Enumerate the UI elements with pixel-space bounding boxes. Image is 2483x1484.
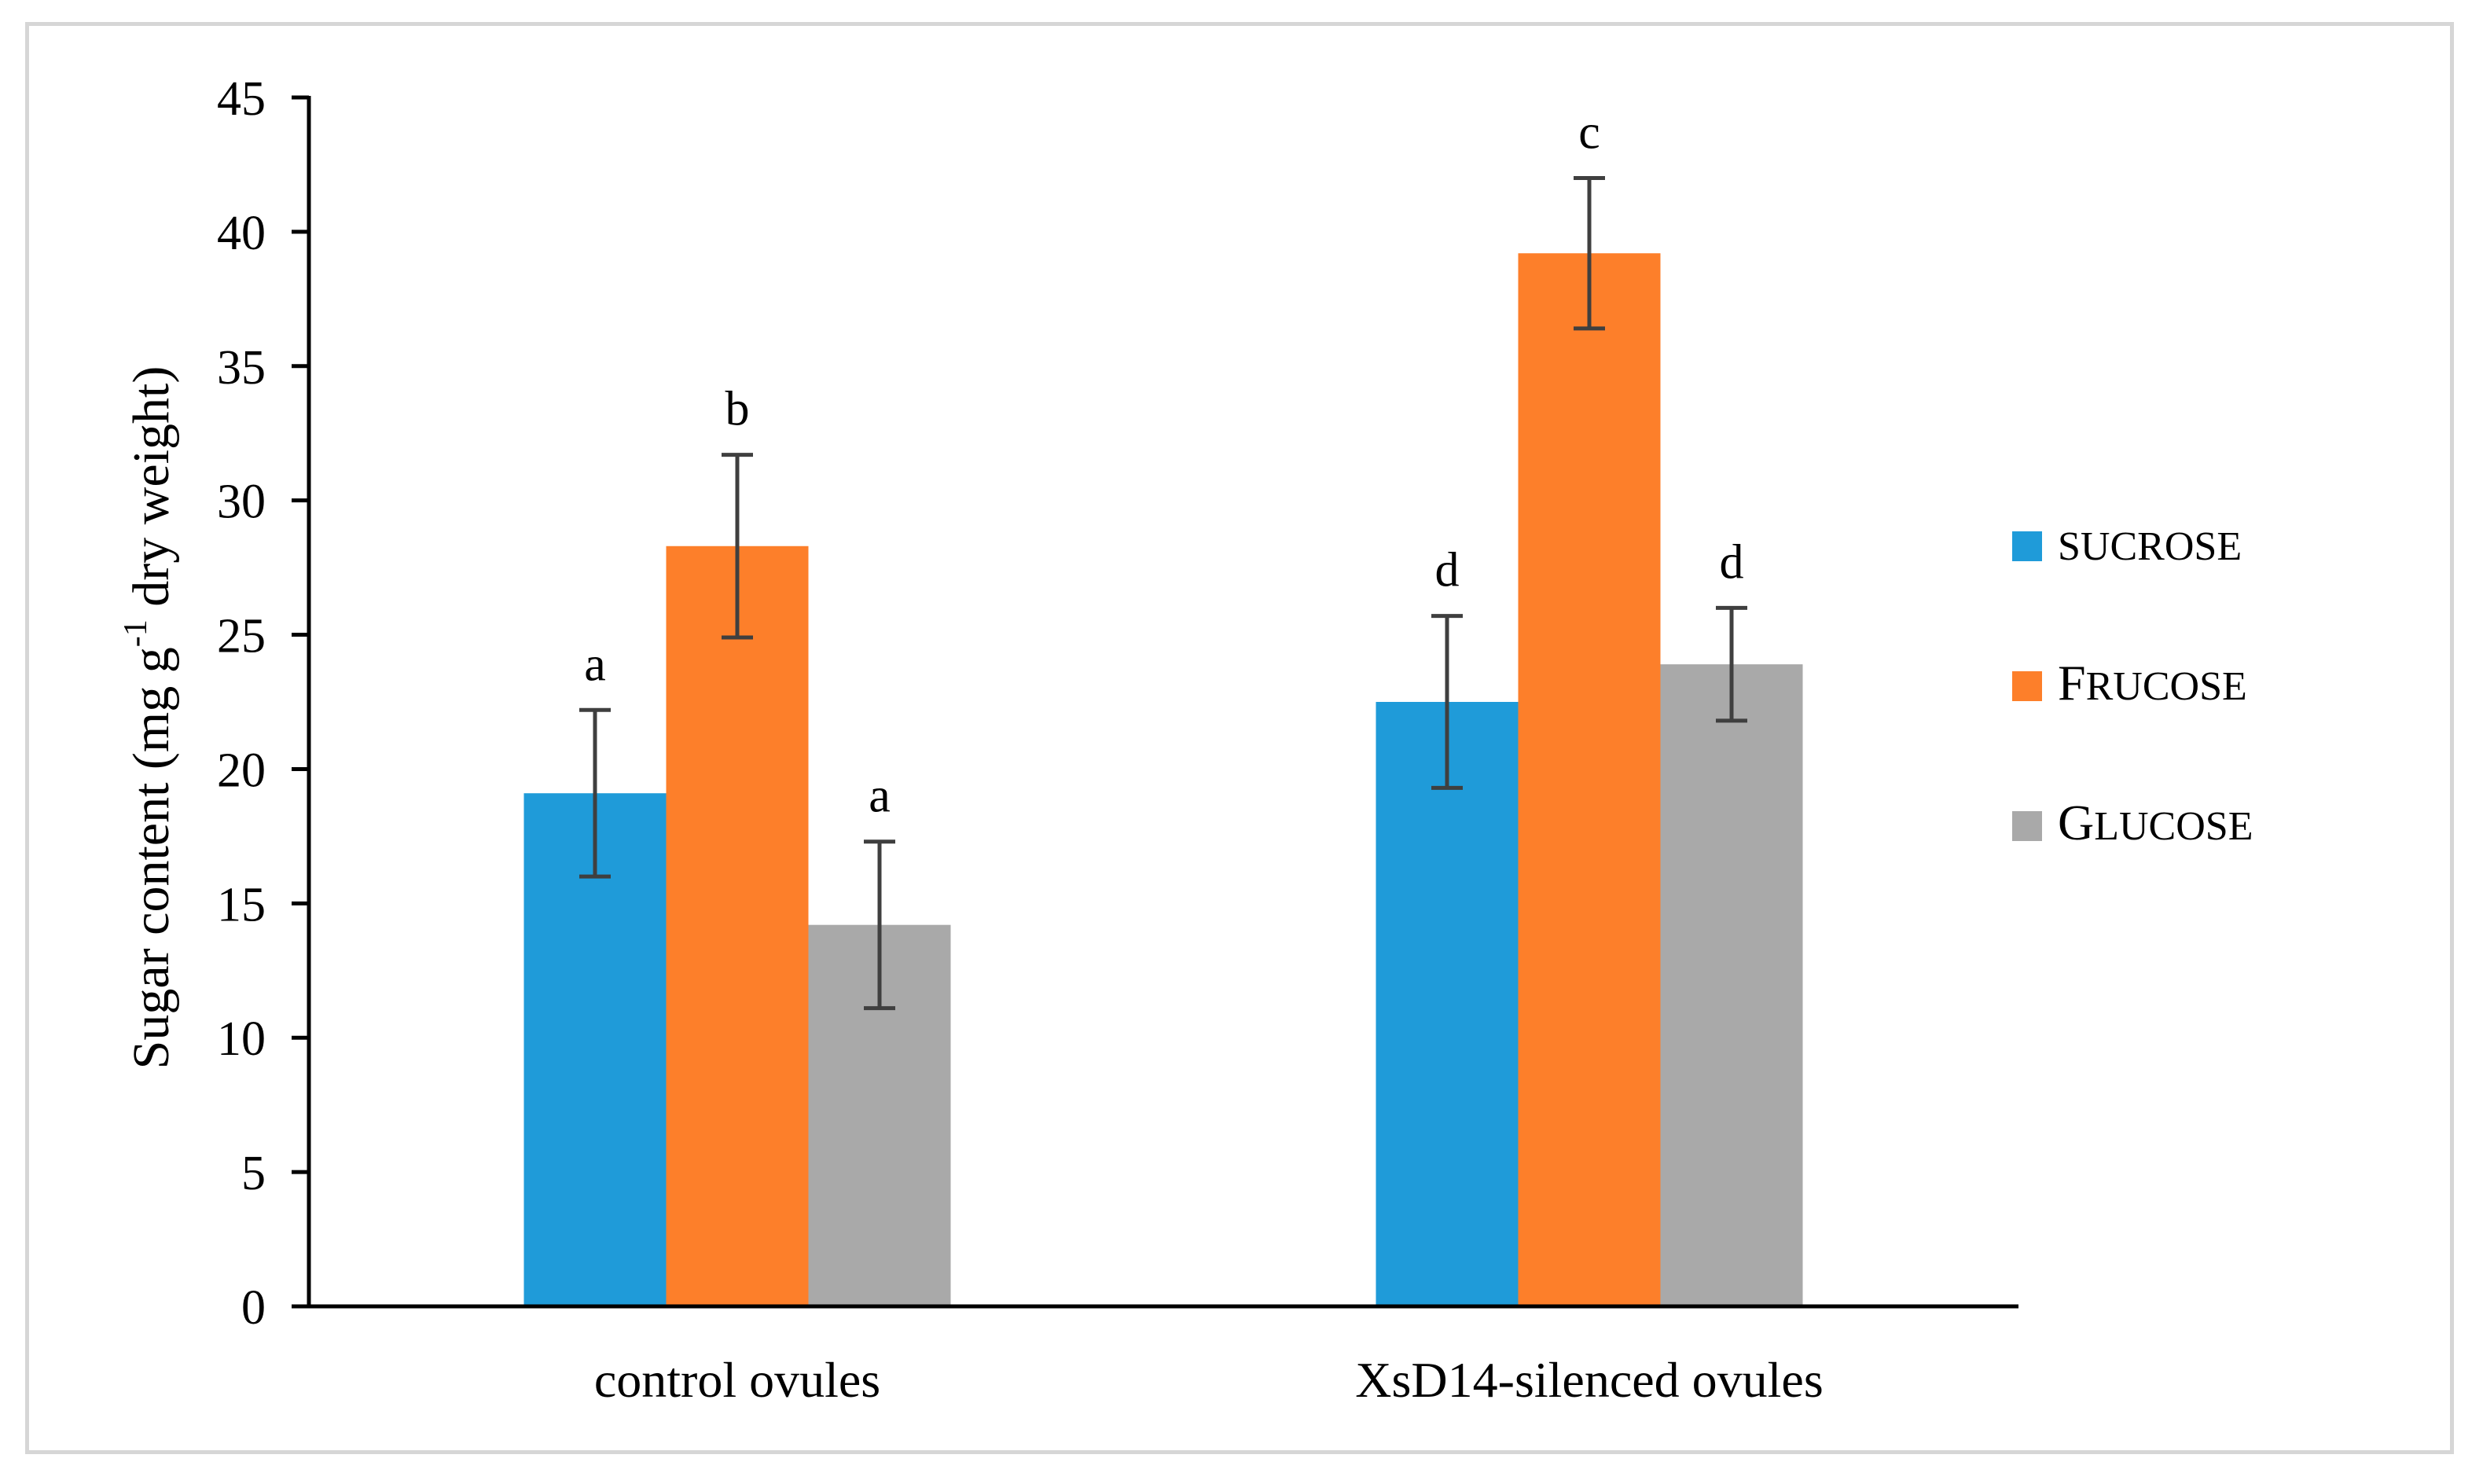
bar-frucose-1 (1518, 253, 1661, 1307)
significance-letter: b (725, 383, 750, 436)
significance-letter: c (1578, 106, 1600, 160)
chart-frame (25, 22, 2454, 1454)
y-tick-label: 45 (217, 72, 266, 126)
legend: SUCROSE FRUCOSE GLUCOSE (2012, 524, 2253, 850)
y-tick-label: 20 (217, 744, 266, 797)
y-axis-title: Sugar content (mg g-1 dry weight) (118, 366, 180, 1070)
y-tick-label: 5 (241, 1147, 266, 1200)
y-tick-label: 15 (217, 878, 266, 931)
axes-layer (292, 95, 2018, 1309)
legend-label-glucose: GLUCOSE (2058, 795, 2253, 850)
y-tick-label: 30 (217, 476, 266, 529)
legend-label-frucose: FRUCOSE (2058, 655, 2247, 711)
x-tick-label: control ovules (594, 1352, 880, 1408)
error-bars-layer (579, 176, 1747, 1011)
bar-sucrose-1 (1376, 702, 1519, 1306)
legend-swatch-sucrose (2012, 531, 2042, 561)
significance-letter: a (869, 770, 891, 823)
bar-sucrose-0 (523, 793, 667, 1306)
x-tick-label: XsD14-silenced ovules (1355, 1352, 1823, 1408)
bars-layer (523, 253, 1803, 1307)
legend-label-sucrose: SUCROSE (2058, 524, 2242, 569)
y-tick-label: 40 (217, 207, 266, 260)
y-tick-label: 10 (217, 1012, 266, 1066)
legend-swatch-frucose (2012, 671, 2042, 701)
bar-frucose-0 (666, 545, 809, 1306)
y-tick-label: 25 (217, 610, 266, 663)
y-tick-label: 35 (217, 341, 266, 395)
bar-glucose-1 (1660, 664, 1803, 1306)
legend-swatch-glucose (2012, 811, 2042, 841)
y-tick-label: 0 (241, 1281, 266, 1335)
significance-letter: d (1720, 535, 1744, 589)
significance-letter: d (1435, 544, 1460, 597)
labels-layer: a b a control ovules d c d XsD14-silenced ovule… (118, 72, 1824, 1408)
significance-letter: a (584, 637, 606, 691)
